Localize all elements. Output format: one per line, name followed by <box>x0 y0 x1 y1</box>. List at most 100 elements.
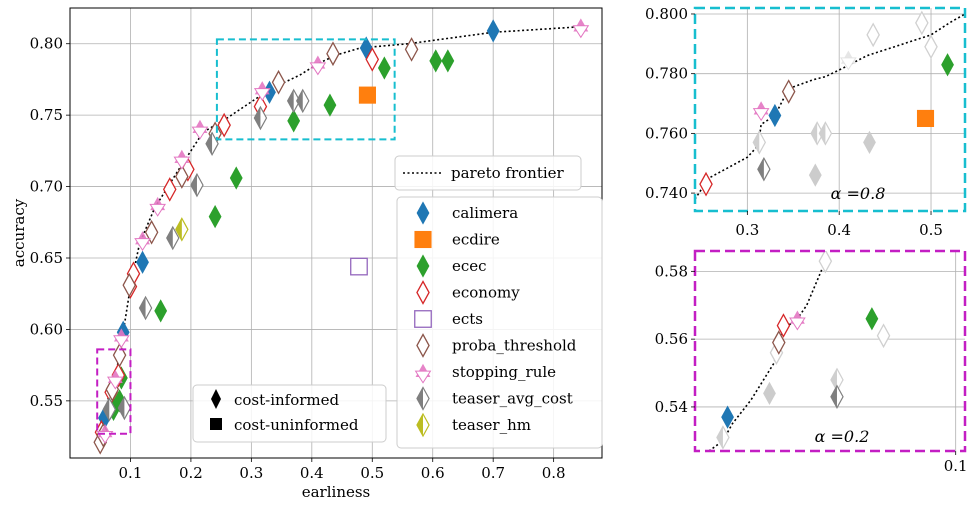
point-calimera-3 <box>136 250 149 274</box>
legend-marker-ecec <box>416 254 430 278</box>
main-y-tick-label-0-75: 0.75 <box>30 106 63 124</box>
main-y-axis-label: accuracy <box>10 198 28 267</box>
legend-marker-stopping-rule <box>414 363 432 384</box>
legend-marker-ecdire <box>414 230 432 249</box>
inset-bottom-point-teaser-avg-cost-8-fill <box>830 385 837 408</box>
inset-top-point-teaser-avg-cost-8-fill <box>819 122 826 145</box>
point-ecec-7 <box>323 93 337 117</box>
main-x-tick-label-0-7: 0.7 <box>481 464 505 482</box>
inset-bottom-point-ecec-9 <box>865 307 879 331</box>
point-ects-0 <box>350 257 368 276</box>
point-teaser-hm-0 <box>175 217 189 242</box>
legend-marker-calimera <box>416 201 430 225</box>
legend-label-economy: economy <box>452 284 520 302</box>
point-stopping-rule-4-down <box>149 203 166 217</box>
point-teaser-avg-cost-6-fill <box>254 107 261 129</box>
point-ecec-8 <box>377 56 391 80</box>
point-ecdire-0 <box>358 86 376 104</box>
point-stopping-rule-5 <box>173 149 191 170</box>
legend-label-teaser-hm: teaser_hm <box>452 416 531 434</box>
point-stopping-rule-1 <box>107 369 124 390</box>
inset-bottom-point-teaser-avg-cost-7-fill <box>830 368 837 391</box>
point-teaser-avg-cost-4-fill <box>190 174 197 197</box>
point-stopping-rule-4 <box>149 196 166 217</box>
inset-bottom-point-stopping-rule-6 <box>789 310 806 331</box>
main-x-tick-label-0-4: 0.4 <box>300 464 324 482</box>
main-x-tick-label-0-6: 0.6 <box>421 464 445 482</box>
inset-top-point-teaser-avg-cost-8 <box>818 121 833 146</box>
inset-top-point-ecec-13 <box>941 53 954 77</box>
point-teaser-avg-cost-0 <box>102 397 117 422</box>
cost-legend: cost-informed cost-uninformed <box>192 384 387 443</box>
legend-marker-teaser-avg-cost-fill <box>416 387 423 410</box>
inset-top-x-tick-label-0-3: 0.3 <box>735 221 759 239</box>
point-stopping-rule-2 <box>113 328 130 349</box>
inset-bottom-y-tick-label-0-58: 0.58 <box>655 262 688 280</box>
legend-label-ecec: ecec <box>452 257 487 275</box>
point-stopping-rule-2-down <box>113 335 130 349</box>
point-stopping-rule-7-down <box>253 88 271 102</box>
inset-top-pareto-frontier-line <box>695 13 965 200</box>
main-x-tick-label-0-5: 0.5 <box>360 464 384 482</box>
inset-bottom-tick-labels: 0.1 0.54 0.56 0.58 <box>655 262 968 475</box>
inset-bottom-x-tick-label-0-1: 0.1 <box>944 457 968 475</box>
point-teaser-avg-cost-8 <box>296 88 310 114</box>
point-teaser-avg-cost-6 <box>253 105 268 131</box>
point-calimera-6 <box>486 19 500 43</box>
point-ecec-6 <box>287 109 301 133</box>
point-ecec-9 <box>429 49 443 73</box>
main-x-tick-label-0-8: 0.8 <box>542 464 566 482</box>
legend-label-proba-threshold: proba_threshold <box>452 337 577 355</box>
inset-top-point-stopping-rule-10-down <box>840 57 857 71</box>
point-teaser-avg-cost-4 <box>190 172 204 198</box>
point-proba-threshold-8 <box>271 69 286 95</box>
inset-bottom-alpha-label: α =0.2 <box>815 427 870 446</box>
point-stopping-rule-3 <box>134 231 151 252</box>
frontier-legend: pareto frontier <box>394 155 582 191</box>
point-stopping-rule-8 <box>309 55 327 76</box>
point-teaser-avg-cost-2-fill <box>139 297 146 319</box>
inset-bottom-point-teaser-avg-cost-0-fill <box>716 426 723 449</box>
inset-top-y-tick-label-0-780: 0.780 <box>645 65 688 83</box>
point-ecec-4 <box>208 204 222 229</box>
inset-top-pareto-frontier <box>695 13 965 200</box>
main-panel: 0.1 0.2 0.3 0.4 0.5 0.6 0.7 0.8 0.55 0.60 0.65 0.70… <box>10 7 603 501</box>
main-x-axis-label: earliness <box>302 483 371 501</box>
inset-top-point-teaser-avg-cost-7-fill <box>811 122 818 145</box>
inset-top-point-teaser-avg-cost-2-fill <box>753 131 760 154</box>
main-y-tick-label-0-70: 0.70 <box>30 178 63 196</box>
point-teaser-avg-cost-3-fill <box>166 227 173 249</box>
legend-marker-proba-threshold <box>416 333 430 358</box>
frontier-legend-label: pareto frontier <box>451 164 565 182</box>
point-stopping-rule-6 <box>191 119 209 140</box>
inset-bottom-point-proba-threshold-10 <box>876 323 891 349</box>
inset-top-data-points <box>699 10 954 197</box>
inset-top-point-economy-14 <box>924 34 938 60</box>
main-x-tick-label-0-3: 0.3 <box>239 464 263 482</box>
inset-top-point-proba-threshold-11 <box>866 22 880 48</box>
inset-bottom-point-proba-threshold-11 <box>818 251 833 274</box>
main-data-points <box>93 18 590 455</box>
legend-label-ecdire: ecdire <box>452 231 500 249</box>
point-teaser-avg-cost-2 <box>138 295 153 321</box>
point-teaser-avg-cost-7 <box>286 88 301 114</box>
legend-marker-teaser-hm <box>416 412 430 438</box>
inset-top-point-calimera-4 <box>768 103 782 128</box>
zoom-box-0 <box>215 38 396 141</box>
inset-top-y-tick-label-0-760: 0.760 <box>645 124 688 142</box>
point-stopping-rule-9 <box>572 18 590 39</box>
point-proba-threshold-4 <box>122 272 137 298</box>
point-ecec-10 <box>441 49 455 73</box>
inset-top-point-ecec-6 <box>808 163 822 187</box>
legend-marker-stopping-rule-down <box>414 370 432 384</box>
inset-top-point-teaser-avg-cost-2 <box>752 130 767 155</box>
point-stopping-rule-7 <box>253 81 271 102</box>
inset-top-point-economy-0 <box>699 171 713 197</box>
point-proba-threshold-5 <box>144 219 159 245</box>
inset-bottom-point-teaser-avg-cost-0 <box>716 425 730 450</box>
point-teaser-avg-cost-1-fill <box>118 397 125 419</box>
frontier-legend-box <box>394 155 582 191</box>
main-zoom-boxes <box>96 38 396 435</box>
main-y-tick-label-0-60: 0.60 <box>30 320 63 338</box>
cost-informed-legend-marker <box>211 389 221 409</box>
